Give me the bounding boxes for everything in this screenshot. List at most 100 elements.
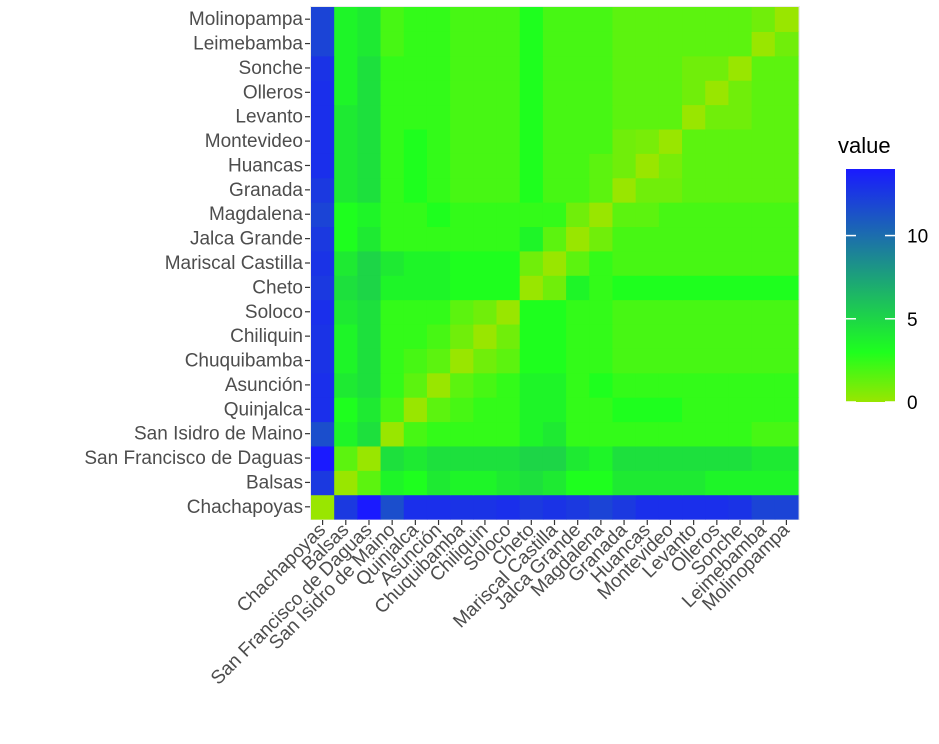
heatmap-cell — [728, 226, 753, 252]
heatmap-cell — [774, 275, 799, 301]
heatmap-cell — [566, 397, 590, 423]
y-tick-label: Asunción — [225, 375, 303, 396]
heatmap-cell — [774, 494, 799, 520]
heatmap-cell — [357, 153, 382, 179]
heatmap-cell — [519, 299, 544, 325]
heatmap-cell — [403, 104, 428, 130]
heatmap-cell — [473, 55, 498, 81]
heatmap-cell — [311, 128, 335, 154]
heatmap-cell — [473, 348, 498, 374]
heatmap-cell — [311, 202, 335, 228]
heatmap-cell — [496, 397, 521, 423]
heatmap-cell — [380, 494, 405, 520]
heatmap-cell — [635, 397, 660, 423]
heatmap-cell — [705, 177, 730, 203]
heatmap-cell — [473, 31, 498, 57]
heatmap-cell — [357, 55, 382, 81]
y-tick-label: San Isidro de Maino — [134, 424, 303, 445]
heatmap-cell — [542, 348, 567, 374]
heatmap-cell — [473, 80, 498, 106]
heatmap-cell — [473, 299, 498, 325]
heatmap-cell — [403, 7, 428, 32]
heatmap-cell — [635, 7, 660, 32]
heatmap-cell — [334, 372, 358, 398]
heatmap-cell — [426, 421, 451, 447]
heatmap-cell — [635, 372, 660, 398]
heatmap-cell — [496, 323, 521, 349]
heatmap-cell — [426, 31, 451, 57]
heatmap-cell — [682, 128, 706, 154]
heatmap-cell — [450, 372, 474, 398]
heatmap-cell — [612, 397, 637, 423]
heatmap-cell — [774, 445, 799, 471]
heatmap-cell — [357, 348, 382, 374]
heatmap-cell — [473, 7, 498, 32]
heatmap-cell — [519, 226, 544, 252]
heatmap-cell — [542, 445, 567, 471]
heatmap-cell — [357, 128, 382, 154]
heatmap-cell — [473, 372, 498, 398]
heatmap-cell — [774, 7, 799, 32]
heatmap-cell — [728, 348, 753, 374]
heatmap-cell — [774, 250, 799, 276]
heatmap-cell — [635, 323, 660, 349]
heatmap-cell — [658, 128, 683, 154]
heatmap-cells — [311, 7, 799, 520]
heatmap-cell — [311, 226, 335, 252]
heatmap-cell — [311, 7, 335, 32]
heatmap-cell — [496, 445, 521, 471]
heatmap-cell — [542, 275, 567, 301]
heatmap-cell — [658, 275, 683, 301]
heatmap-cell — [682, 80, 706, 106]
heatmap-cell — [774, 202, 799, 228]
heatmap-cell — [311, 470, 335, 496]
y-tick-label: Olleros — [243, 82, 303, 103]
heatmap-cell — [658, 177, 683, 203]
heatmap-cell — [426, 80, 451, 106]
heatmap-cell — [519, 275, 544, 301]
heatmap-cell — [426, 323, 451, 349]
heatmap-cell — [334, 323, 358, 349]
heatmap-cell — [496, 348, 521, 374]
heatmap-cell — [751, 80, 776, 106]
heatmap-cell — [751, 226, 776, 252]
heatmap-cell — [357, 323, 382, 349]
heatmap-cell — [751, 177, 776, 203]
heatmap-cell — [403, 348, 428, 374]
heatmap-cell — [728, 250, 753, 276]
colorbar-ticks: 0 5 10 — [846, 227, 928, 414]
heatmap-cell — [519, 202, 544, 228]
heatmap-cell — [658, 250, 683, 276]
heatmap-cell — [380, 80, 405, 106]
heatmap-cell — [311, 275, 335, 301]
heatmap-cell — [658, 202, 683, 228]
heatmap-cell — [658, 299, 683, 325]
heatmap-cell — [519, 372, 544, 398]
heatmap-cell — [751, 299, 776, 325]
heatmap-cell — [380, 275, 405, 301]
heatmap-cell — [589, 445, 614, 471]
heatmap-cell — [774, 397, 799, 423]
heatmap-cell — [450, 445, 474, 471]
heatmap-cell — [450, 104, 474, 130]
heatmap-cell — [705, 445, 730, 471]
heatmap-cell — [542, 421, 567, 447]
heatmap-cell — [403, 397, 428, 423]
heatmap-cell — [426, 250, 451, 276]
heatmap-cell — [311, 323, 335, 349]
heatmap-cell — [682, 55, 706, 81]
heatmap-cell — [496, 226, 521, 252]
heatmap-cell — [728, 177, 753, 203]
heatmap-cell — [635, 104, 660, 130]
heatmap-cell — [658, 397, 683, 423]
heatmap-cell — [542, 397, 567, 423]
heatmap-cell — [380, 202, 405, 228]
heatmap-cell — [519, 104, 544, 130]
heatmap-cell — [705, 470, 730, 496]
heatmap-cell — [450, 299, 474, 325]
heatmap-cell — [519, 177, 544, 203]
heatmap-cell — [311, 299, 335, 325]
heatmap-cell — [705, 494, 730, 520]
heatmap-cell — [589, 153, 614, 179]
heatmap-cell — [658, 153, 683, 179]
